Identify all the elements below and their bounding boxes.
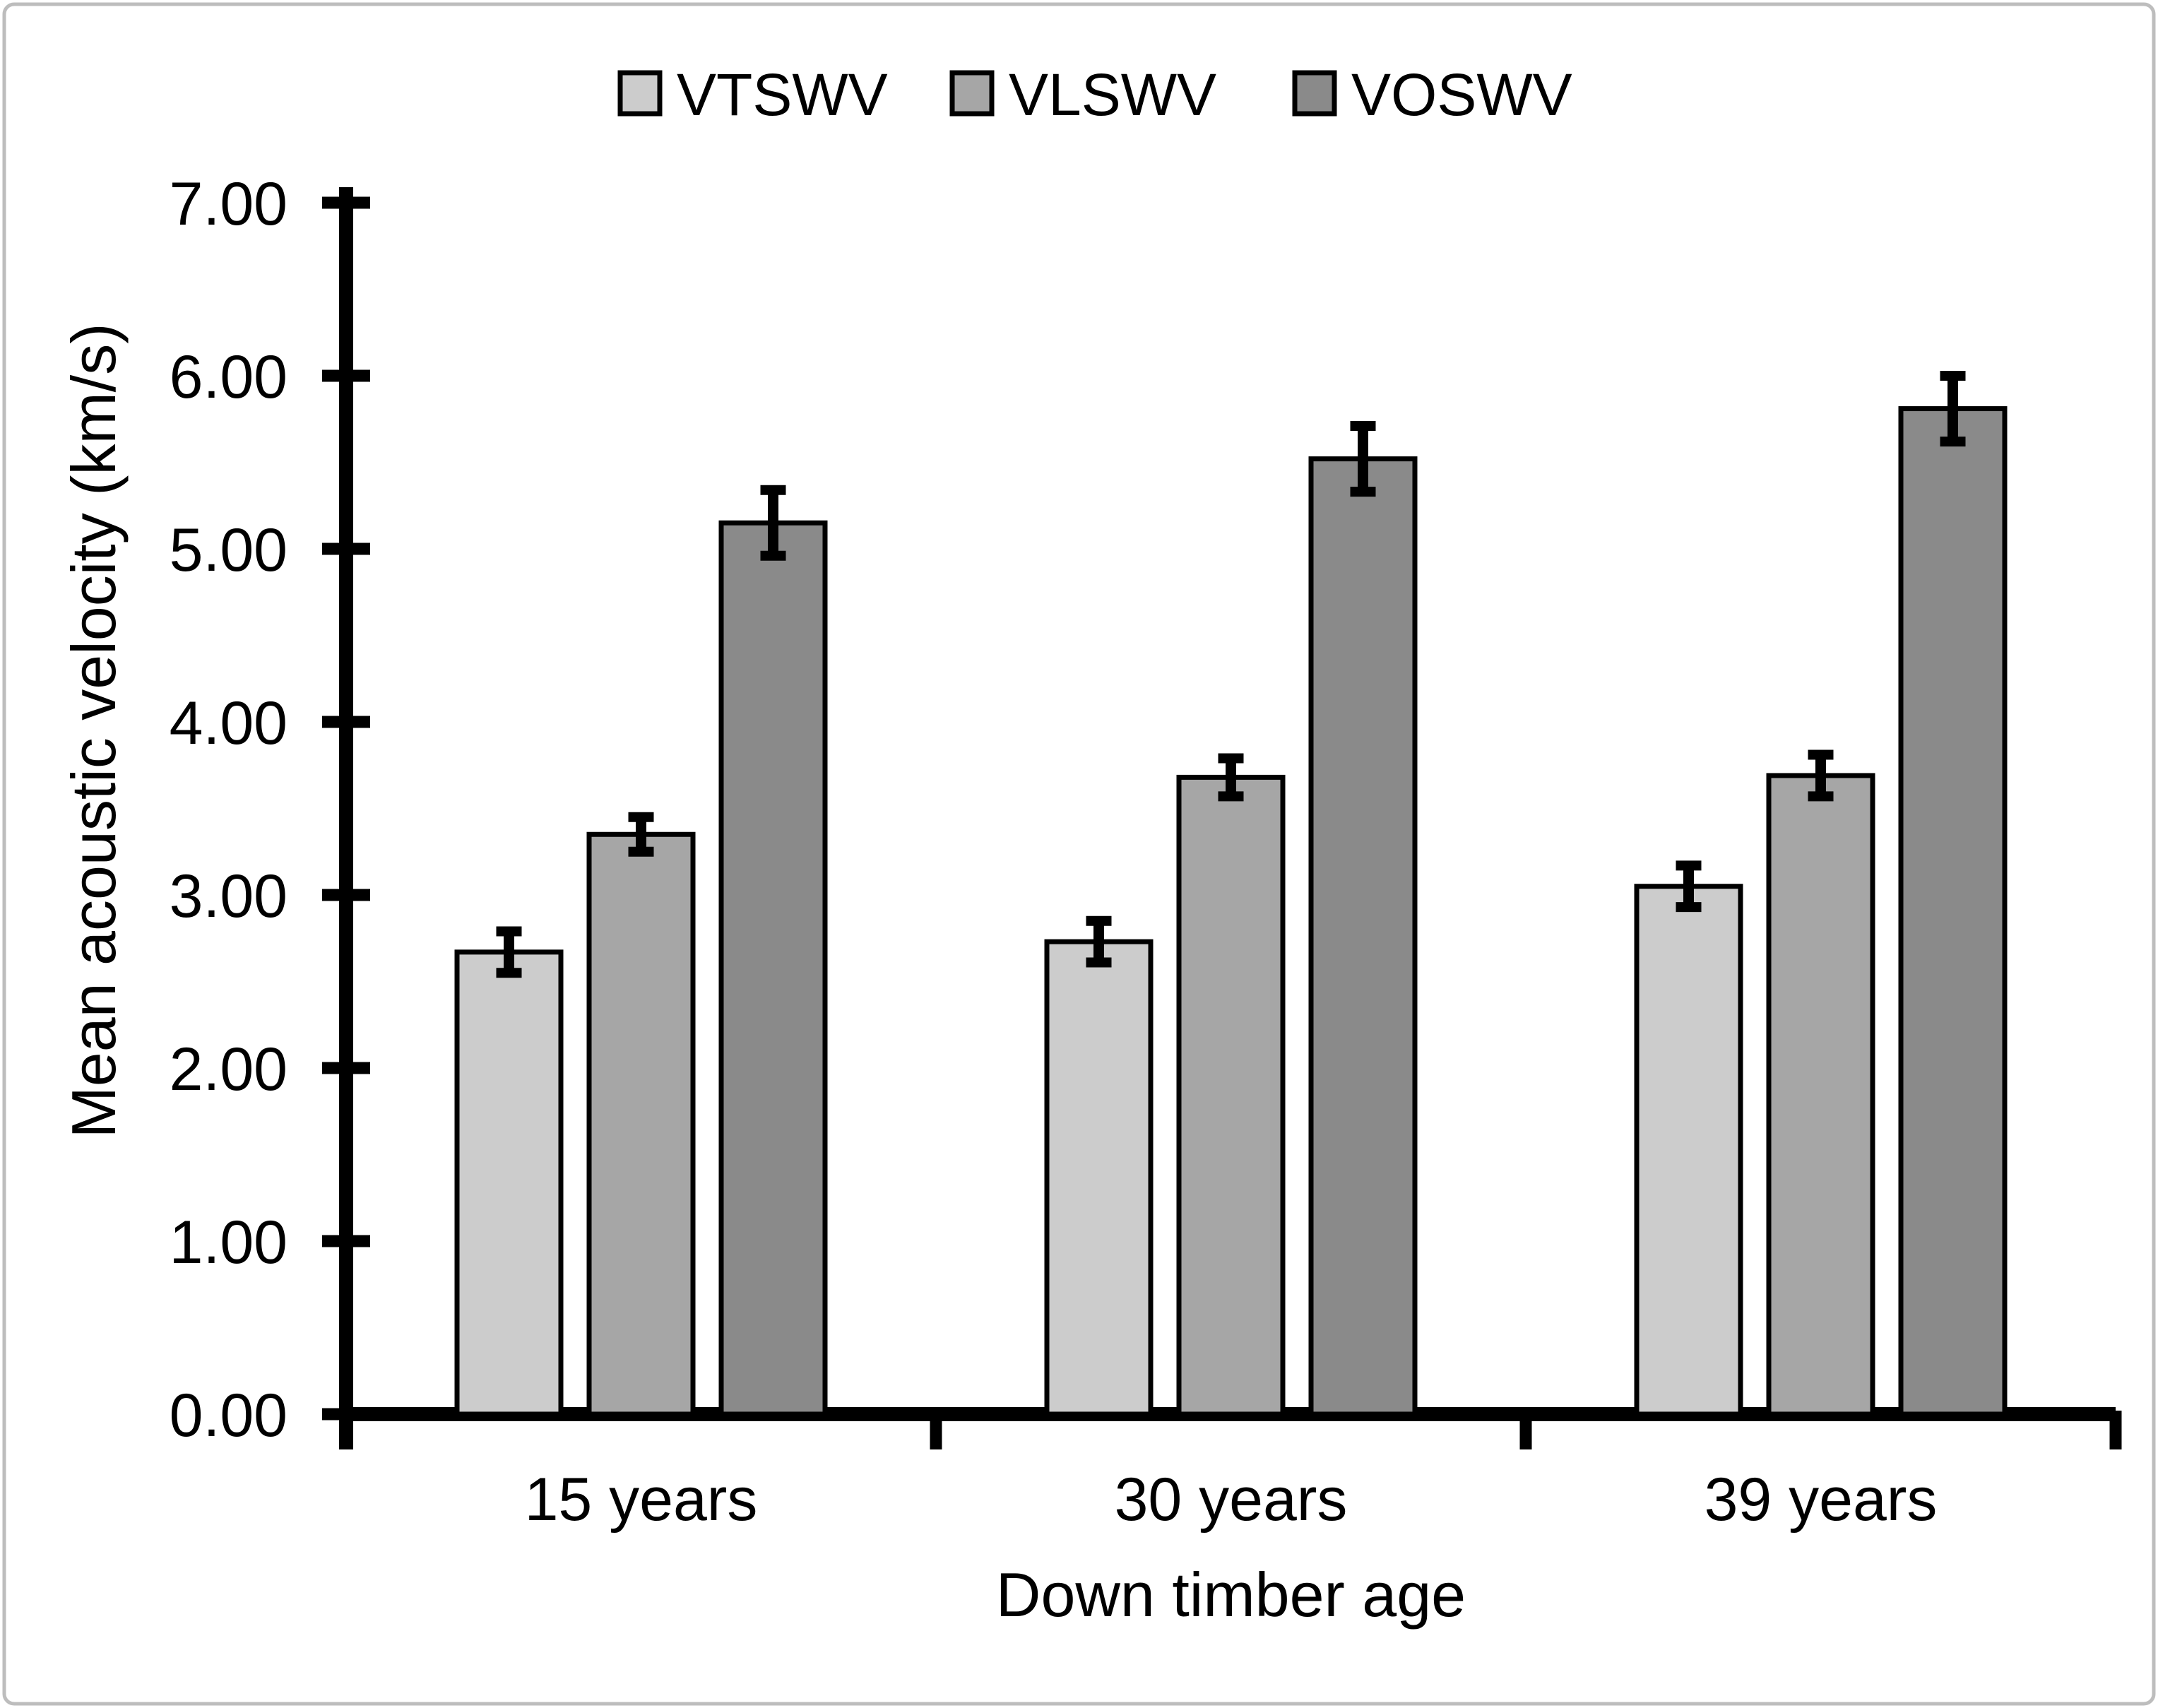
y-tick-label: 3.00 bbox=[170, 862, 287, 930]
x-category-label-39-years: 39 years bbox=[1705, 1466, 1938, 1534]
y-tick-label: 0.00 bbox=[170, 1382, 287, 1449]
y-tick-label: 1.00 bbox=[170, 1209, 287, 1276]
y-tick-label: 2.00 bbox=[170, 1036, 287, 1103]
legend-label-vlswv: VLSWV bbox=[1009, 61, 1216, 128]
y-tick-label: 4.00 bbox=[170, 689, 287, 757]
bar-vlswv-30-years bbox=[1176, 774, 1286, 1417]
bar-vtswv-15-years bbox=[454, 949, 564, 1417]
x-axis-title: Down timber age bbox=[996, 1560, 1466, 1630]
legend-swatch-voswv bbox=[1292, 70, 1337, 117]
bar-vtswv-39-years bbox=[1634, 884, 1743, 1417]
bar-vlswv-39-years bbox=[1766, 773, 1875, 1417]
legend-swatch-vlswv bbox=[949, 70, 995, 117]
y-tick-label: 6.00 bbox=[170, 343, 287, 411]
bar-voswv-30-years bbox=[1308, 456, 1418, 1417]
legend-label-voswv: VOSWV bbox=[1351, 61, 1572, 128]
y-tick-label: 5.00 bbox=[170, 516, 287, 584]
y-tick-label: 7.00 bbox=[170, 170, 287, 238]
bar-voswv-15-years bbox=[718, 520, 828, 1417]
legend-swatch-vtswv bbox=[617, 70, 663, 117]
bar-vlswv-15-years bbox=[586, 831, 696, 1417]
legend-label-vtswv: VTSWV bbox=[677, 61, 888, 128]
bar-voswv-39-years bbox=[1898, 406, 2008, 1417]
x-category-label-30-years: 30 years bbox=[1115, 1466, 1348, 1534]
x-category-label-15-years: 15 years bbox=[525, 1466, 758, 1534]
y-axis-title: Mean acoustic velocity (km/s) bbox=[59, 323, 129, 1138]
bar-vtswv-30-years bbox=[1044, 939, 1154, 1417]
